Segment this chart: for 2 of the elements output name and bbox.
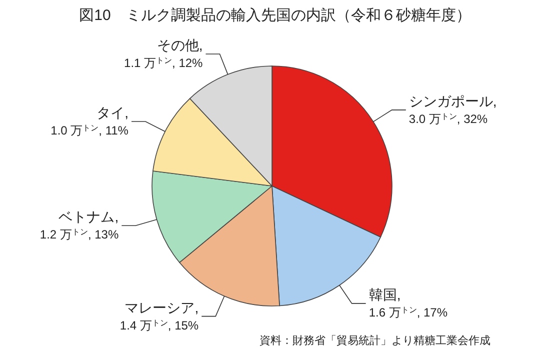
text: 資料：財務省「貿易統計」より精糖工業会作成: [260, 334, 490, 347]
chart-title: 図10 ミルク調製品の輸入先国の内訳（令和６砂糖年度）: [79, 7, 471, 24]
